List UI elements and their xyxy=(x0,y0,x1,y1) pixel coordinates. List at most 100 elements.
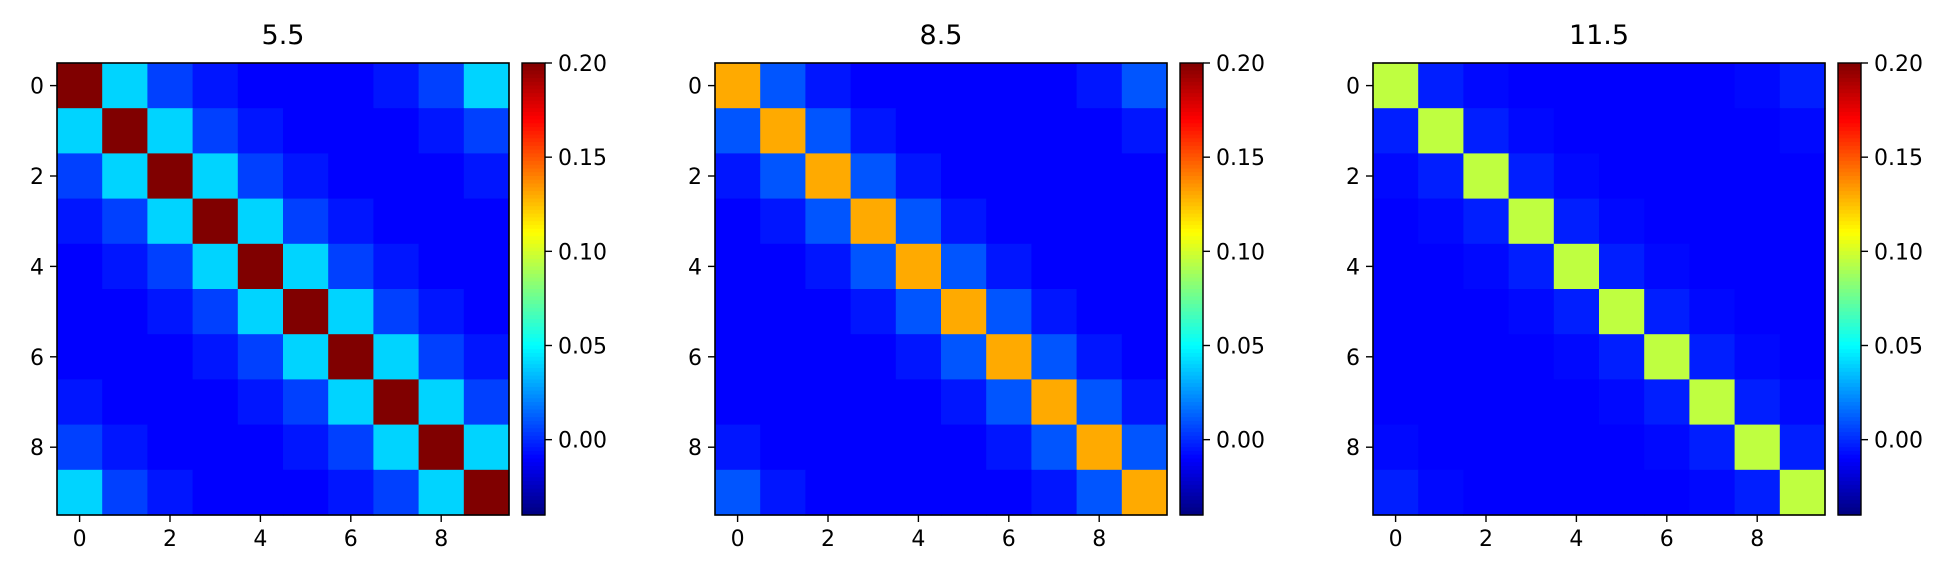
heatmap-panel-1: 5.5 0 2 4 6 8 0 2 4 6 8 0.20 0.15 0.10 0.05 0.00 xyxy=(30,20,607,552)
heatmap-cell xyxy=(1121,243,1168,290)
colorbar-segment xyxy=(522,349,545,354)
colorbar-segment xyxy=(1838,119,1861,124)
colorbar-segment xyxy=(1180,488,1203,493)
colorbar-segment xyxy=(1180,258,1203,264)
heatmap-cell xyxy=(1644,153,1690,200)
heatmap-cell xyxy=(1553,334,1600,380)
colorbar-segment xyxy=(1180,149,1203,154)
colorbar-segment xyxy=(1180,191,1203,196)
colorbar-segment xyxy=(522,213,545,219)
colorbar-tick-label: 0.20 xyxy=(558,52,607,77)
colorbar-segment xyxy=(1180,334,1203,339)
heatmap-cell xyxy=(283,108,329,154)
y-tick-label: 6 xyxy=(30,346,44,371)
colorbar-segment xyxy=(522,289,545,294)
heatmap-cell xyxy=(57,469,103,516)
colorbar-segment xyxy=(1180,353,1203,358)
x-tick-label: 0 xyxy=(73,527,87,552)
heatmap-cell xyxy=(1644,424,1690,471)
colorbar-segment xyxy=(1838,243,1861,249)
x-tick-label: 0 xyxy=(731,527,745,552)
colorbar-segment xyxy=(1838,179,1861,185)
colorbar-segment xyxy=(1838,337,1861,343)
heatmap-cell xyxy=(1418,153,1464,200)
heatmap-cell xyxy=(1779,469,1826,516)
y-tick-label: 8 xyxy=(688,436,702,461)
heatmap-cell xyxy=(1373,469,1419,516)
colorbar-segment xyxy=(1180,364,1203,369)
colorbar-segment xyxy=(522,292,545,298)
heatmap-cell xyxy=(1599,63,1645,109)
colorbar-segment xyxy=(522,183,545,188)
colorbar-segment xyxy=(522,341,545,347)
heatmap-cell xyxy=(1031,108,1078,154)
heatmap-cell xyxy=(147,63,194,109)
colorbar-segment xyxy=(522,194,545,200)
colorbar-segment xyxy=(1180,183,1203,188)
colorbar-segment xyxy=(522,390,545,396)
heatmap-cell xyxy=(147,198,194,245)
heatmap-cell xyxy=(237,424,284,471)
colorbar-segment xyxy=(1180,375,1203,380)
heatmap-cell xyxy=(1121,379,1168,426)
heatmap-cell xyxy=(760,334,806,380)
colorbar-segment xyxy=(1838,224,1861,230)
colorbar-segment xyxy=(1838,462,1861,467)
colorbar-segment xyxy=(1838,172,1861,177)
colorbar-segment xyxy=(522,217,545,222)
heatmap-cell xyxy=(1418,243,1464,290)
colorbar-segment xyxy=(1180,89,1203,94)
heatmap-cell xyxy=(328,108,374,154)
y-tick-label: 6 xyxy=(688,346,702,371)
colorbar-segment xyxy=(1180,198,1203,203)
colorbar-segment xyxy=(522,492,545,497)
colorbar-segment xyxy=(1838,330,1861,335)
heatmap-cell xyxy=(1463,108,1510,154)
heatmap-cell xyxy=(1779,334,1826,380)
colorbar-segment xyxy=(522,435,545,441)
colorbar-segment xyxy=(1838,371,1861,377)
colorbar-segment xyxy=(1838,375,1861,380)
colorbar-tick-label: 0.10 xyxy=(1874,240,1923,265)
heatmap-cell xyxy=(850,379,897,426)
colorbar-segment xyxy=(1180,447,1203,452)
colorbar-segment xyxy=(1838,100,1861,106)
colorbar-tick-label: 0.15 xyxy=(1216,146,1265,171)
colorbar-segment xyxy=(1838,228,1861,234)
heatmap-cell xyxy=(1599,289,1645,335)
colorbar-segment xyxy=(1180,194,1203,200)
heatmap-cell xyxy=(1373,153,1419,200)
colorbar-segment xyxy=(1180,496,1203,501)
colorbar-segment xyxy=(1838,240,1861,245)
heatmap-cell xyxy=(102,63,148,109)
heatmap-cell xyxy=(283,469,329,516)
colorbar-segment xyxy=(1180,356,1203,362)
heatmap-cell xyxy=(1553,63,1600,109)
colorbar-segment xyxy=(1180,428,1203,433)
colorbar-segment xyxy=(1180,70,1203,75)
colorbar-segment xyxy=(522,398,545,403)
colorbar-segment xyxy=(1838,221,1861,226)
y-tick-label: 0 xyxy=(30,75,44,100)
colorbar-segment xyxy=(1180,432,1203,437)
heatmap-cell xyxy=(895,334,942,380)
colorbar-segment xyxy=(1838,481,1861,486)
heatmap-cell xyxy=(147,108,194,154)
colorbar-segment xyxy=(1180,330,1203,335)
colorbar-segment xyxy=(522,469,545,475)
heatmap-cell xyxy=(1121,108,1168,154)
heatmap-cell xyxy=(1031,334,1078,380)
heatmap-cell xyxy=(463,243,510,290)
colorbar-tick-label: 0.15 xyxy=(1874,146,1923,171)
colorbar-segment xyxy=(1180,443,1203,448)
colorbar-segment xyxy=(1838,296,1861,301)
heatmap-cell xyxy=(1779,424,1826,471)
colorbar-segment xyxy=(1180,315,1203,320)
colorbar-segment xyxy=(1838,405,1861,411)
heatmap-cell xyxy=(1689,469,1736,516)
colorbar-segment xyxy=(1838,130,1861,136)
colorbar-segment xyxy=(1838,183,1861,188)
heatmap-cell xyxy=(57,63,103,109)
heatmap-cell xyxy=(373,469,420,516)
colorbar-segment xyxy=(522,281,545,286)
